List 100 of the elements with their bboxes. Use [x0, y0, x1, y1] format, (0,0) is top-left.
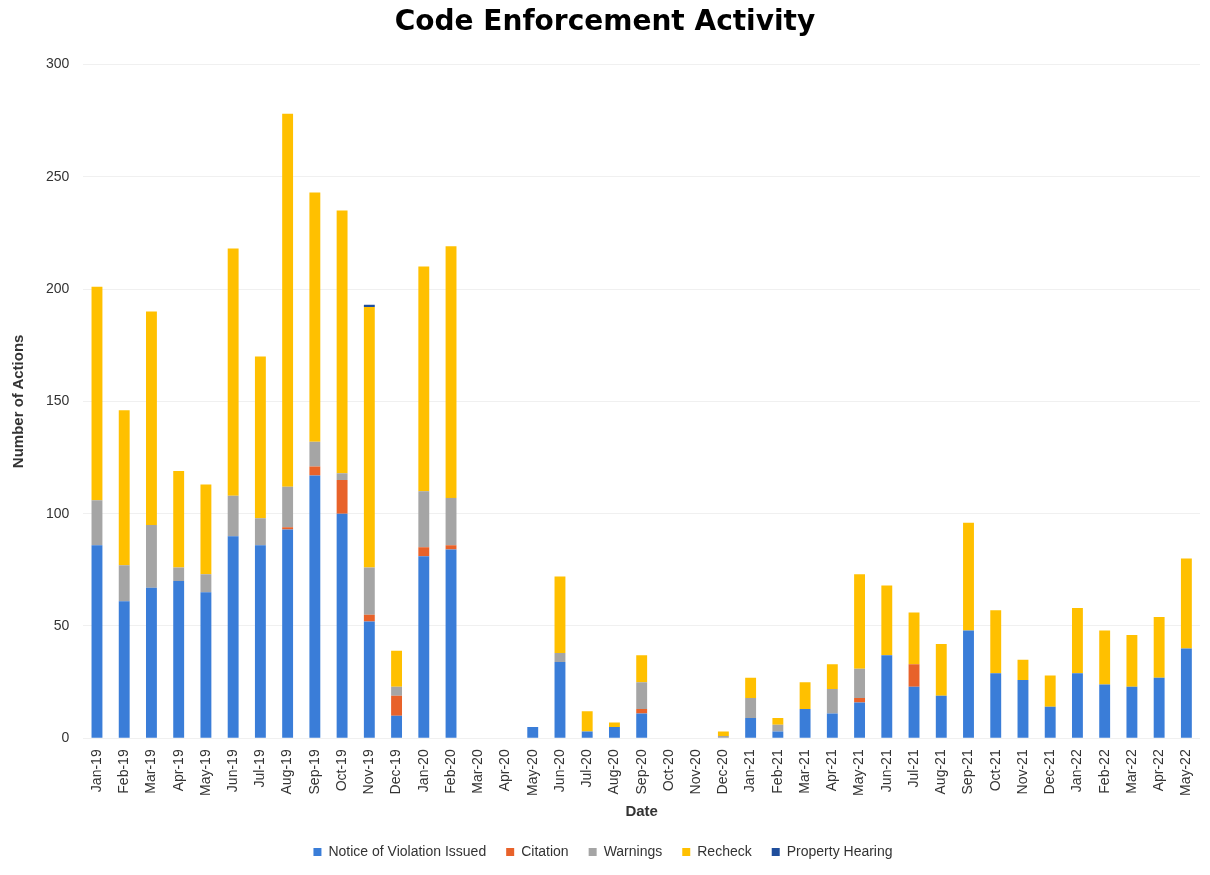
bar	[363, 614, 375, 622]
y-tick-label: 0	[61, 729, 70, 746]
bar	[1071, 673, 1083, 738]
bar	[363, 621, 375, 738]
bar	[636, 713, 648, 738]
bar	[935, 695, 947, 738]
bar	[799, 682, 811, 710]
bar	[854, 574, 866, 669]
bar	[1126, 686, 1138, 738]
bar	[118, 410, 130, 566]
bar	[636, 709, 648, 714]
x-tick-label: Jan-19	[87, 749, 104, 793]
bar	[581, 731, 593, 738]
bar	[935, 643, 947, 696]
x-tick-label: Nov-21	[1013, 749, 1030, 795]
bar	[554, 576, 566, 653]
bar	[745, 697, 757, 719]
bar	[391, 650, 403, 687]
bar	[445, 246, 457, 498]
y-tick-label: 300	[46, 55, 70, 72]
x-tick-label: Oct-19	[332, 749, 349, 792]
bar	[636, 655, 648, 683]
bar	[118, 601, 130, 738]
bar	[363, 307, 375, 568]
x-tick-label: Mar-21	[795, 749, 812, 794]
bar	[391, 686, 403, 696]
x-tick-label: Feb-22	[1095, 749, 1112, 794]
bar	[418, 547, 430, 557]
bar	[1180, 558, 1192, 649]
bar	[254, 518, 266, 546]
bar	[717, 731, 729, 737]
bar	[745, 677, 757, 698]
legend-label: Property Hearing	[786, 842, 893, 859]
x-tick-label: Apr-22	[1150, 749, 1167, 792]
x-tick-label: Jan-20	[414, 749, 431, 793]
bar	[282, 113, 294, 487]
bar	[282, 527, 294, 530]
y-tick-label: 150	[46, 392, 70, 409]
x-tick-label: Dec-21	[1041, 749, 1058, 795]
bar	[282, 486, 294, 528]
x-tick-label: Jun-19	[224, 749, 241, 793]
x-tick-label: Nov-20	[687, 749, 704, 795]
bar	[309, 466, 321, 476]
bar	[854, 702, 866, 738]
x-tick-label: Sep-20	[632, 749, 649, 795]
legend-label: Notice of Violation Issued	[328, 842, 487, 859]
x-tick-label: Aug-21	[932, 749, 949, 795]
bar	[118, 565, 130, 602]
bar	[1044, 706, 1056, 738]
bar	[908, 664, 920, 687]
x-tick-label: Apr-21	[823, 749, 840, 792]
x-tick-label: May-21	[850, 749, 867, 796]
x-tick-label: Feb-19	[115, 749, 132, 794]
bar	[418, 556, 430, 738]
bar	[554, 661, 566, 738]
x-tick-label: Jun-20	[550, 749, 567, 793]
bar	[200, 484, 212, 575]
y-tick-label: 100	[46, 504, 70, 521]
bar	[146, 524, 157, 588]
bar	[336, 473, 348, 480]
x-tick-label: Aug-20	[605, 749, 622, 795]
legend-label: Citation	[521, 842, 569, 859]
bar	[1099, 684, 1111, 738]
bar	[609, 727, 620, 738]
x-tick-label: Jul-20	[578, 749, 595, 788]
x-tick-label: Oct-21	[986, 749, 1003, 792]
bar	[1044, 675, 1056, 707]
y-tick-label: 250	[46, 167, 70, 184]
x-tick-label: Aug-19	[278, 749, 295, 795]
x-tick-label: Jul-19	[251, 749, 268, 788]
bar	[363, 304, 375, 308]
bar	[881, 655, 893, 738]
bar	[254, 356, 266, 519]
x-tick-label: Apr-20	[496, 749, 513, 792]
bar	[254, 545, 266, 738]
bar	[1180, 648, 1192, 738]
bar	[826, 688, 838, 714]
bar	[881, 585, 893, 656]
bar	[963, 522, 974, 631]
bar	[445, 549, 457, 738]
bar	[527, 727, 539, 738]
y-axis-title: Number of Actions	[9, 334, 27, 469]
x-tick-label: Mar-20	[469, 749, 486, 794]
bar	[173, 581, 185, 738]
bar	[391, 695, 403, 716]
bar	[227, 495, 239, 537]
x-tick-label: Oct-20	[659, 749, 676, 792]
bar	[1153, 617, 1165, 678]
bar	[854, 668, 866, 698]
bar	[745, 718, 757, 738]
bar	[391, 715, 403, 738]
x-tick-label: May-22	[1177, 749, 1194, 796]
bar	[1017, 659, 1029, 680]
bar	[1017, 679, 1029, 738]
bar	[636, 682, 648, 710]
bar	[200, 574, 212, 593]
bar	[1071, 608, 1083, 674]
bar	[1153, 677, 1165, 738]
bar	[609, 722, 620, 728]
bar	[963, 630, 974, 738]
